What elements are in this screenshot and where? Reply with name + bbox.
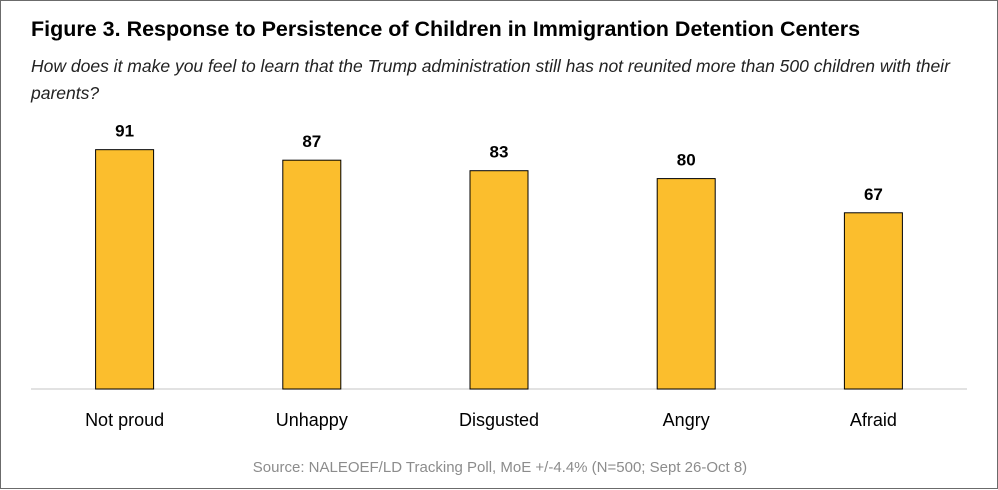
chart-title: Figure 3. Response to Persistence of Chi…: [31, 17, 861, 41]
data-label: 67: [864, 185, 883, 204]
data-label: 80: [677, 151, 696, 170]
category-label: Unhappy: [276, 410, 348, 430]
chart-source: Source: NALEOEF/LD Tracking Poll, MoE +/…: [252, 459, 748, 476]
bar-afraid: [843, 212, 903, 390]
category-label: Disgusted: [459, 410, 539, 430]
bar-not-proud: [95, 149, 155, 390]
category-label: Afraid: [850, 410, 897, 430]
bar-angry: [656, 178, 716, 390]
category-label: Not proud: [85, 410, 164, 430]
category-label: Angry: [663, 410, 710, 430]
bar-unhappy: [282, 159, 342, 390]
data-label: 87: [302, 132, 321, 151]
bar-disgusted: [469, 170, 529, 390]
data-label: 91: [115, 122, 134, 141]
data-label: 83: [490, 143, 509, 162]
chart-subtitle: How does it make you feel to learn that …: [31, 56, 950, 103]
